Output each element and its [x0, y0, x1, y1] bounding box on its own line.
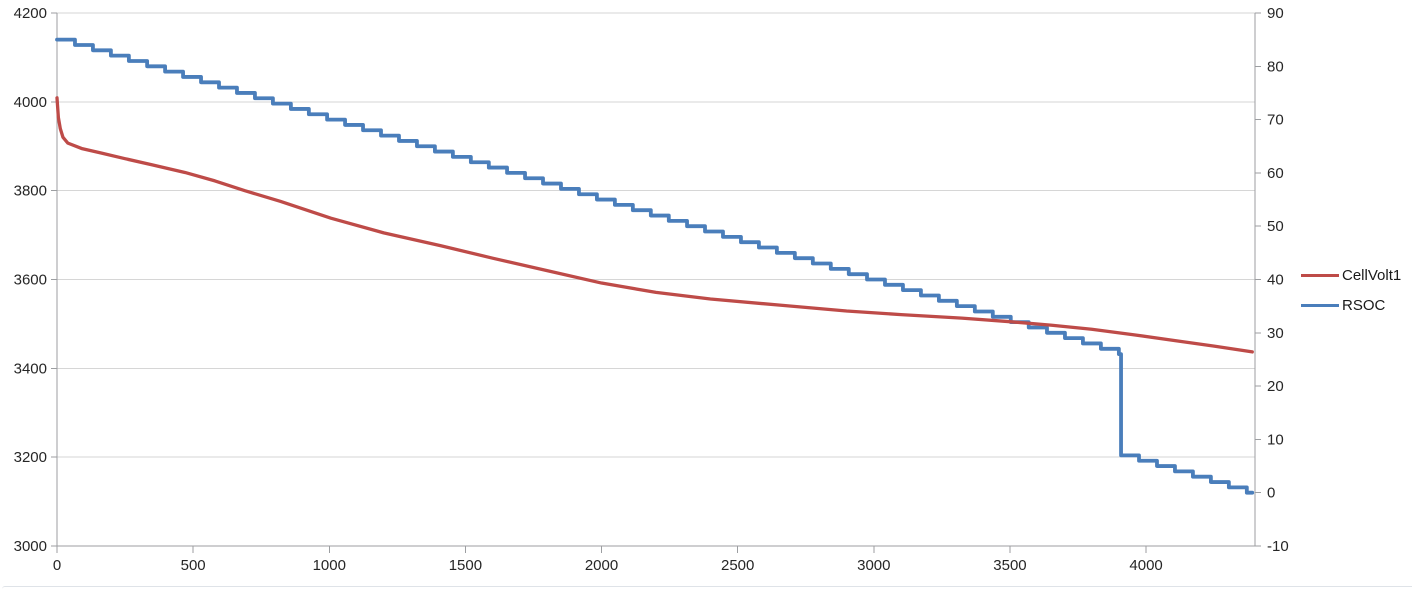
- svg-text:10: 10: [1267, 431, 1284, 448]
- svg-text:4000: 4000: [1129, 557, 1162, 574]
- rsoc-line-swatch: [1301, 304, 1339, 307]
- svg-text:4000: 4000: [14, 94, 47, 111]
- svg-text:-10: -10: [1267, 538, 1289, 555]
- svg-text:4200: 4200: [14, 5, 47, 22]
- svg-text:1000: 1000: [313, 557, 346, 574]
- svg-text:80: 80: [1267, 58, 1284, 75]
- chart-legend: CellVolt1 RSOC: [1301, 267, 1401, 314]
- svg-text:0: 0: [1267, 485, 1275, 502]
- svg-text:2500: 2500: [721, 557, 754, 574]
- svg-text:3500: 3500: [993, 557, 1026, 574]
- svg-text:2000: 2000: [585, 557, 618, 574]
- svg-text:90: 90: [1267, 5, 1284, 22]
- legend-item-cellvolt1: CellVolt1: [1301, 267, 1401, 284]
- svg-text:20: 20: [1267, 378, 1284, 395]
- svg-text:0: 0: [53, 557, 61, 574]
- cellvolt1-line-swatch: [1301, 274, 1339, 277]
- svg-text:60: 60: [1267, 165, 1284, 182]
- svg-text:40: 40: [1267, 272, 1284, 289]
- svg-text:500: 500: [181, 557, 206, 574]
- svg-text:30: 30: [1267, 325, 1284, 342]
- svg-text:3400: 3400: [14, 360, 47, 377]
- svg-text:3200: 3200: [14, 449, 47, 466]
- svg-text:3600: 3600: [14, 272, 47, 289]
- legend-label-rsoc: RSOC: [1342, 297, 1386, 314]
- legend-item-rsoc: RSOC: [1301, 297, 1401, 314]
- svg-text:70: 70: [1267, 112, 1284, 129]
- svg-text:3800: 3800: [14, 183, 47, 200]
- svg-text:3000: 3000: [14, 538, 47, 555]
- svg-text:50: 50: [1267, 218, 1284, 235]
- legend-label-cellvolt1: CellVolt1: [1342, 267, 1402, 284]
- window-bottom-edge: [2, 586, 1412, 590]
- svg-text:1500: 1500: [449, 557, 482, 574]
- svg-text:3000: 3000: [857, 557, 890, 574]
